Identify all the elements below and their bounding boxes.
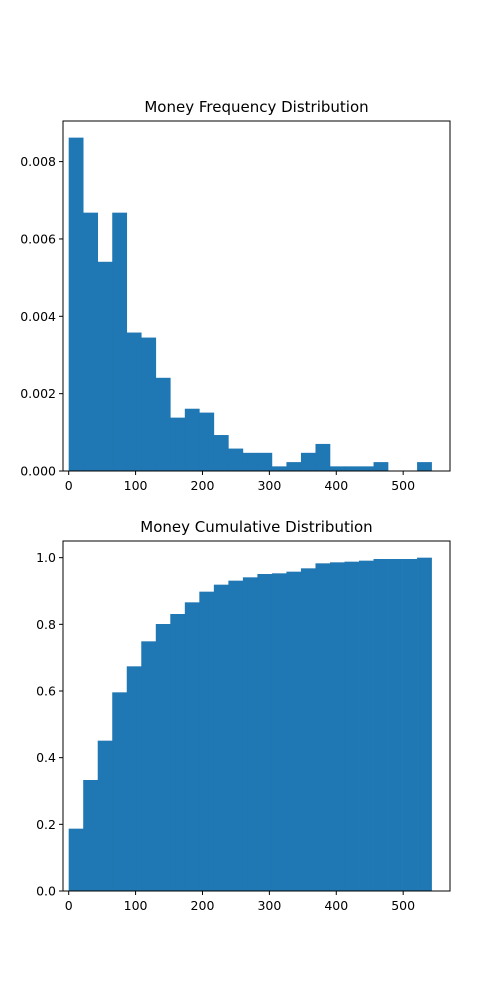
cumulative-chart-title: Money Cumulative Distribution [140, 518, 372, 536]
cumulative-bar [112, 692, 128, 891]
frequency-bar [417, 462, 432, 471]
cumulative-y-tick-label: 0.2 [36, 817, 56, 832]
cumulative-y-tick-label: 1.0 [36, 550, 56, 565]
cumulative-y-tick-label: 0.4 [36, 750, 56, 765]
frequency-bar [83, 212, 99, 471]
frequency-bar [286, 462, 302, 471]
cumulative-bar [83, 780, 99, 891]
cumulative-bar [199, 591, 215, 891]
frequency-bar [184, 408, 200, 471]
frequency-bar [257, 452, 273, 471]
cumulative-x-tick-label: 500 [391, 898, 415, 913]
cumulative-bar [300, 568, 316, 891]
frequency-bar [141, 337, 157, 471]
cumulative-bar [228, 580, 244, 891]
cumulative-bar [388, 559, 403, 891]
cumulative-bar [271, 573, 287, 891]
cumulative-bar [417, 557, 432, 891]
cumulative-y-tick-label: 0.6 [36, 684, 56, 699]
frequency-bar [126, 332, 142, 471]
cumulative-histogram-panel: Money Cumulative Distribution 0 100 200 300… [36, 518, 451, 913]
cumulative-bar [170, 614, 186, 891]
frequency-bar [300, 452, 316, 471]
cumulative-bar [286, 571, 302, 891]
frequency-y-tick-label: 0.008 [20, 154, 56, 169]
frequency-histogram-panel: Money Frequency Distribution 0 100 200 300 4… [20, 98, 451, 493]
frequency-bar [97, 261, 113, 471]
cumulative-bar [344, 561, 360, 891]
cumulative-axes-frame [62, 540, 451, 892]
frequency-bar [68, 137, 84, 472]
frequency-x-tick-label: 400 [324, 478, 348, 493]
cumulative-bar [126, 666, 142, 891]
cumulative-bar [97, 740, 113, 891]
cumulative-y-tick-label: 0.8 [36, 617, 56, 632]
cumulative-x-tick-label: 300 [257, 898, 281, 913]
frequency-bar [155, 377, 171, 471]
frequency-bar [359, 466, 374, 471]
frequency-x-tick-label: 100 [124, 478, 148, 493]
cumulative-y-tick-label: 0.0 [36, 884, 56, 899]
cumulative-x-tick-label: 100 [124, 898, 148, 913]
frequency-x-tick-label: 200 [191, 478, 215, 493]
frequency-bar [242, 452, 258, 471]
frequency-bar [199, 412, 215, 471]
cumulative-bar [68, 828, 84, 891]
frequency-x-tick-label: 300 [257, 478, 281, 493]
frequency-y-tick-label: 0.006 [20, 231, 56, 246]
cumulative-bar [257, 574, 273, 891]
frequency-y-tick-label: 0.002 [20, 386, 56, 401]
cumulative-x-tick-label: 400 [324, 898, 348, 913]
frequency-bar [329, 466, 345, 471]
cumulative-bar [315, 563, 331, 891]
cumulative-bar [155, 624, 171, 891]
frequency-bar [213, 435, 229, 471]
frequency-chart-title: Money Frequency Distribution [144, 98, 368, 116]
frequency-x-tick-label: 500 [391, 478, 415, 493]
cumulative-bar [359, 560, 374, 891]
cumulative-x-tick-label: 0 [65, 898, 73, 913]
frequency-axes-frame [62, 120, 451, 472]
cumulative-bar [242, 577, 258, 891]
frequency-bar [373, 462, 389, 471]
frequency-bar [271, 466, 287, 471]
cumulative-bar [329, 562, 345, 891]
frequency-x-tick-label: 0 [65, 478, 73, 493]
cumulative-bar [373, 559, 389, 891]
cumulative-x-tick-label: 200 [191, 898, 215, 913]
cumulative-bar [184, 602, 200, 891]
frequency-bar [315, 443, 331, 471]
cumulative-bar [213, 584, 229, 891]
frequency-bar [228, 448, 244, 471]
frequency-y-tick-label: 0.000 [20, 464, 56, 479]
cumulative-bar [141, 641, 157, 891]
frequency-y-tick-label: 0.004 [20, 309, 56, 324]
frequency-bar [112, 212, 128, 471]
frequency-bar [344, 466, 360, 471]
frequency-bar [170, 417, 186, 471]
cumulative-bar [402, 559, 418, 891]
